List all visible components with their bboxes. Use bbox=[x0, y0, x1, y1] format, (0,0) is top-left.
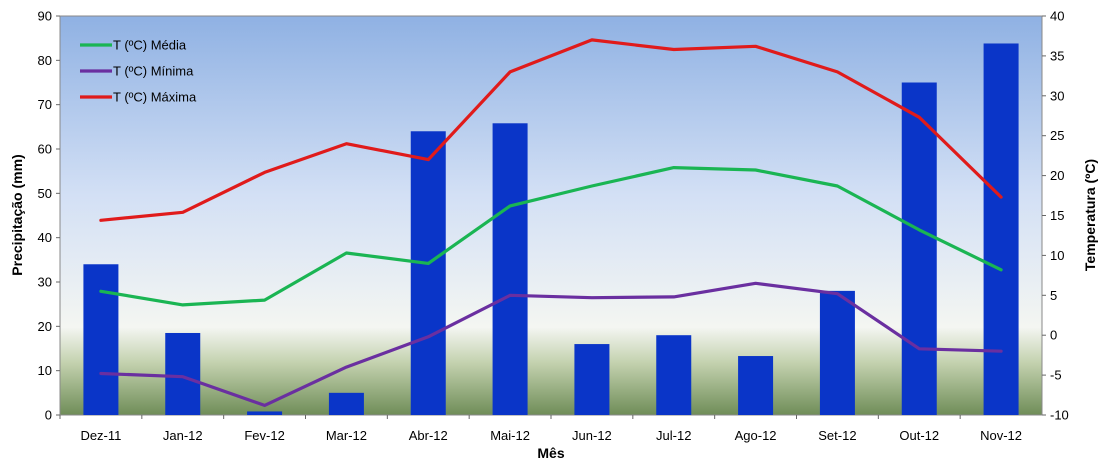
precip-bar-jan-12 bbox=[165, 332, 201, 415]
y2-tick-label: 5 bbox=[1050, 288, 1057, 303]
x-tick-label: Dez-11 bbox=[80, 428, 121, 443]
y2-tick-label: 20 bbox=[1050, 168, 1064, 183]
x-tick-label: Mai-12 bbox=[490, 428, 530, 443]
x-tick-label: Abr-12 bbox=[409, 428, 448, 443]
y-tick-label: 20 bbox=[38, 319, 52, 334]
y-tick-label: 60 bbox=[38, 142, 52, 157]
y-tick-label: 30 bbox=[38, 275, 52, 290]
x-tick-label: Jul-12 bbox=[656, 428, 691, 443]
precip-bar-dez-11 bbox=[83, 264, 119, 415]
y2-tick-label: 10 bbox=[1050, 248, 1064, 263]
precip-bar-fev-12 bbox=[247, 411, 283, 415]
precip-bar-mar-12 bbox=[328, 392, 364, 415]
precip-bar-mai-12 bbox=[492, 123, 528, 415]
y-tick-label: 10 bbox=[38, 363, 52, 378]
x-tick-label: Fev-12 bbox=[244, 428, 284, 443]
series-line-2 bbox=[99, 38, 1003, 222]
x-tick-label: Jan-12 bbox=[163, 428, 203, 443]
y2-tick-label: 15 bbox=[1050, 208, 1064, 223]
x-axis-title: Mês bbox=[537, 445, 564, 461]
y-axis-title: Precipitação (mm) bbox=[9, 154, 25, 275]
x-tick-label: Ago-12 bbox=[735, 428, 777, 443]
series-line-0 bbox=[99, 166, 1003, 307]
legend-label-1: T (ºC) Mínima bbox=[113, 64, 194, 79]
x-tick-label: Set-12 bbox=[818, 428, 856, 443]
legend-label-0: T (ºC) Média bbox=[113, 38, 187, 53]
y2-tick-label: 0 bbox=[1050, 328, 1057, 343]
x-tick-label: Out-12 bbox=[899, 428, 939, 443]
precip-bar-jun-12 bbox=[574, 344, 610, 415]
precip-bar-set-12 bbox=[819, 290, 855, 415]
precip-bar-abr-12 bbox=[410, 131, 446, 415]
plot-area bbox=[59, 15, 1043, 416]
x-tick-label: Nov-12 bbox=[980, 428, 1022, 443]
y2-axis-title: Temperatura (ºC) bbox=[1082, 159, 1098, 271]
y2-tick-label: -10 bbox=[1050, 408, 1069, 423]
y2-tick-label: 35 bbox=[1050, 48, 1064, 63]
y-tick-label: 50 bbox=[38, 186, 52, 201]
y-tick-label: 90 bbox=[38, 9, 52, 24]
legend-label-2: T (ºC) Máxima bbox=[113, 90, 197, 105]
precip-bar-jul-12 bbox=[656, 335, 692, 415]
y-tick-label: 70 bbox=[38, 97, 52, 112]
y-tick-label: 0 bbox=[45, 408, 52, 423]
x-tick-label: Mar-12 bbox=[326, 428, 367, 443]
precip-bar-out-12 bbox=[901, 82, 937, 415]
series-line-1 bbox=[99, 281, 1003, 407]
y-tick-label: 40 bbox=[38, 230, 52, 245]
y2-tick-label: 40 bbox=[1050, 9, 1064, 24]
precip-bar-ago-12 bbox=[738, 356, 774, 415]
y2-tick-label: 30 bbox=[1050, 88, 1064, 103]
y2-tick-label: -5 bbox=[1050, 368, 1062, 383]
x-tick-label: Jun-12 bbox=[572, 428, 612, 443]
precip-bar-nov-12 bbox=[983, 43, 1019, 416]
y-tick-label: 80 bbox=[38, 53, 52, 68]
y2-tick-label: 25 bbox=[1050, 128, 1064, 143]
